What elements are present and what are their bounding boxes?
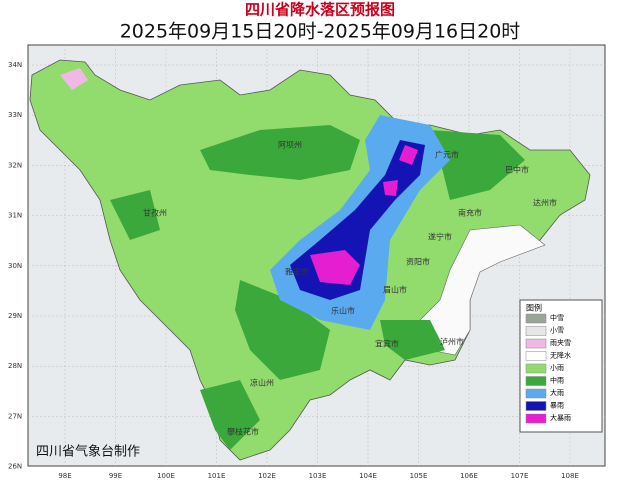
lat-label: 26N bbox=[8, 463, 22, 471]
lon-label: 101E bbox=[208, 472, 226, 480]
legend-swatch bbox=[525, 388, 547, 399]
heavy-rainstorm-area bbox=[310, 250, 360, 285]
lon-label: 98E bbox=[58, 472, 71, 480]
no-rain-area bbox=[419, 224, 546, 356]
heavy-rainstorm bbox=[310, 145, 418, 285]
city-label: 雅安市 bbox=[285, 267, 309, 277]
city-label: 宜宾市 bbox=[375, 339, 399, 349]
legend-label: 雨夹雪 bbox=[550, 338, 571, 347]
city-label: 凉山州 bbox=[250, 378, 274, 388]
city-label: 乐山市 bbox=[331, 306, 355, 316]
legend-swatch bbox=[525, 401, 547, 411]
lat-label: 32N bbox=[8, 161, 22, 169]
lon-label: 104E bbox=[359, 472, 377, 480]
legend-title: 图例 bbox=[526, 303, 542, 313]
city-label: 眉山市 bbox=[383, 285, 407, 295]
city-label: 泸州市 bbox=[440, 337, 464, 347]
legend-label: 大雨 bbox=[550, 388, 564, 397]
legend-label: 中雨 bbox=[550, 376, 564, 385]
credit: 四川省气象台制作 bbox=[36, 444, 140, 460]
moderate-rain-area bbox=[380, 320, 445, 360]
lat-label: 29N bbox=[8, 312, 22, 320]
lat-label: 27N bbox=[8, 412, 22, 420]
lat-label: 34N bbox=[8, 61, 22, 69]
lon-label: 105E bbox=[410, 472, 428, 480]
lon-label: 106E bbox=[460, 472, 478, 480]
city-label: 巴中市 bbox=[505, 165, 529, 175]
legend-label: 小雪 bbox=[550, 326, 564, 335]
heavy-rainstorm-area bbox=[399, 145, 418, 165]
lat-label: 28N bbox=[8, 362, 22, 370]
city-label: 阿坝州 bbox=[278, 141, 302, 150]
city-label: 资阳市 bbox=[406, 257, 430, 267]
lon-label: 108E bbox=[561, 472, 579, 480]
lat-label: 31N bbox=[8, 212, 22, 220]
lat-label: 33N bbox=[8, 111, 22, 119]
legend-label: 无降水 bbox=[550, 351, 571, 360]
moderate-rain-area bbox=[200, 125, 360, 180]
heavy-rainstorm-area bbox=[383, 180, 398, 196]
legend-swatch bbox=[525, 413, 547, 424]
legend-label: 大暴雨 bbox=[550, 413, 571, 422]
city-label: 甘孜州 bbox=[143, 208, 167, 218]
moderate-rain-area bbox=[235, 280, 330, 380]
legend-swatch bbox=[525, 338, 547, 349]
title: 四川省降水落区预报图 bbox=[245, 1, 395, 19]
legend-swatch bbox=[525, 351, 547, 361]
legend-label: 中雪 bbox=[550, 313, 564, 322]
legend-swatch bbox=[525, 363, 547, 374]
lon-label: 102E bbox=[258, 472, 276, 480]
city-label: 达州市 bbox=[533, 198, 557, 208]
moderate-rain bbox=[110, 125, 525, 450]
legend-swatch bbox=[525, 326, 547, 336]
sleet bbox=[60, 68, 88, 90]
legend-label: 小雨 bbox=[550, 363, 564, 372]
moderate-rain-area bbox=[430, 130, 525, 200]
city-label: 南充市 bbox=[458, 208, 482, 218]
legend-swatch bbox=[525, 313, 547, 324]
city-label: 广元市 bbox=[435, 150, 459, 160]
lon-label: 99E bbox=[109, 472, 122, 480]
legend-label: 暴雨 bbox=[550, 402, 564, 410]
city-label: 攀枝花市 bbox=[227, 427, 259, 437]
legend-swatch bbox=[525, 376, 547, 386]
lon-label: 103E bbox=[309, 472, 327, 480]
subtitle: 2025年09月15日20时-2025年09月16日20时 bbox=[120, 21, 521, 43]
lon-label: 100E bbox=[157, 472, 175, 480]
city-label: 遂宁市 bbox=[428, 232, 452, 242]
moderate-rain-area bbox=[110, 190, 160, 240]
moderate-rain-area bbox=[200, 380, 260, 450]
sleet-area bbox=[60, 68, 88, 90]
lat-label: 30N bbox=[8, 262, 22, 270]
lon-label: 107E bbox=[511, 472, 529, 480]
